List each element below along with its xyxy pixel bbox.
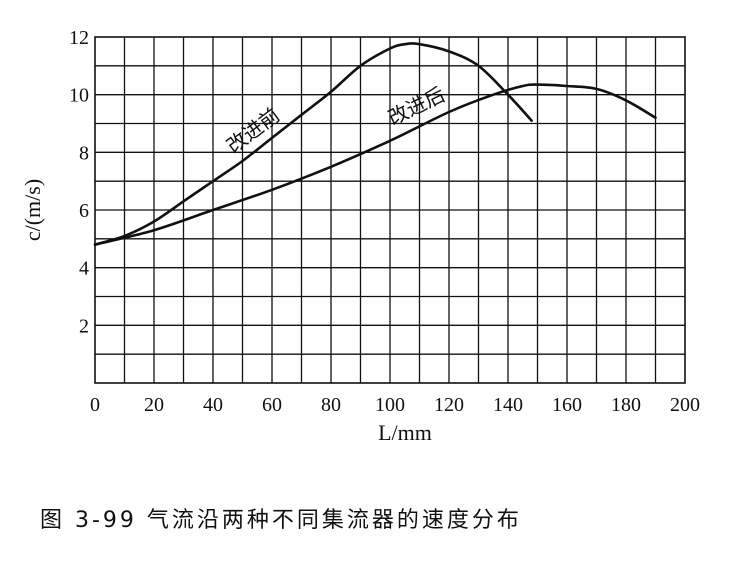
- x-axis-label: L/mm: [378, 420, 432, 445]
- x-tick-label: 100: [375, 394, 405, 416]
- y-tick-label: 2: [79, 315, 89, 337]
- x-tick-label: 140: [493, 394, 523, 416]
- y-tick-label: 4: [79, 258, 89, 280]
- x-tick-label: 60: [262, 394, 282, 416]
- x-tick-label: 160: [552, 394, 582, 416]
- x-tick-label: 20: [144, 394, 164, 416]
- x-tick-label: 40: [203, 394, 223, 416]
- series-label-before: 改进前: [222, 103, 284, 158]
- y-tick-label: 8: [79, 142, 89, 164]
- x-tick-label: 180: [611, 394, 641, 416]
- y-tick-label: 10: [69, 85, 89, 107]
- x-tick-label: 0: [90, 394, 100, 416]
- chart-grid: [95, 37, 685, 383]
- figure-caption: 图 3-99 气流沿两种不同集流器的速度分布: [40, 508, 522, 533]
- y-tick-labels: 2 4 6 8 10 12: [69, 27, 89, 337]
- series-line-before: [93, 42, 533, 246]
- x-tick-label: 200: [670, 394, 700, 416]
- x-tick-labels: 0 20 40 60 80 100 120 140 160 180 200: [90, 394, 700, 416]
- series-line-after: [93, 83, 657, 246]
- x-tick-label: 80: [321, 394, 341, 416]
- x-tick-label: 120: [434, 394, 464, 416]
- y-tick-label: 12: [69, 27, 89, 49]
- y-axis-label: c/(m/s): [20, 179, 45, 241]
- y-tick-label: 6: [79, 200, 89, 222]
- plot-frame: [94, 36, 686, 384]
- series-curves: [93, 42, 657, 246]
